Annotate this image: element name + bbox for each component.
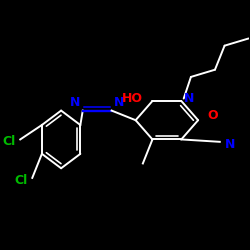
- Text: N: N: [70, 96, 80, 110]
- Text: O: O: [208, 109, 218, 122]
- Text: N: N: [224, 138, 235, 151]
- Text: N: N: [184, 92, 194, 105]
- Text: Cl: Cl: [2, 135, 16, 148]
- Text: Cl: Cl: [14, 174, 28, 187]
- Text: N: N: [114, 96, 124, 110]
- Text: HO: HO: [122, 92, 143, 105]
